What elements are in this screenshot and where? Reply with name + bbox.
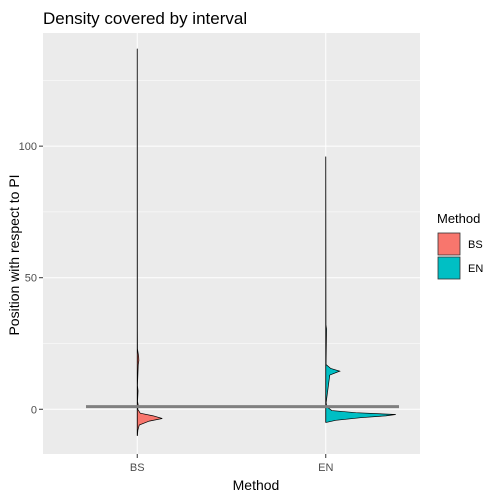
x-tick-label-en: EN — [318, 462, 333, 474]
y-axis-ticks: 0 50 100 — [19, 141, 43, 416]
x-axis-ticks: BS EN — [130, 454, 333, 474]
x-axis-title: Method — [233, 477, 280, 493]
y-axis-title: Position with respect to PI — [6, 174, 22, 335]
legend-title: Method — [437, 211, 480, 226]
chart-title: Density covered by interval — [43, 9, 247, 28]
violin-layer — [136, 48, 396, 436]
x-tick-label-bs: BS — [130, 462, 145, 474]
legend: Method BS EN — [437, 211, 483, 280]
plot-panel — [43, 33, 420, 454]
y-tick-label: 50 — [25, 273, 37, 285]
legend-key-bs — [437, 232, 461, 256]
legend-label-bs: BS — [468, 239, 483, 251]
violin-en — [325, 156, 396, 423]
legend-label-en: EN — [468, 263, 483, 275]
y-tick-label: 100 — [19, 141, 37, 153]
legend-key-en — [437, 256, 461, 280]
y-tick-label: 0 — [31, 404, 37, 416]
